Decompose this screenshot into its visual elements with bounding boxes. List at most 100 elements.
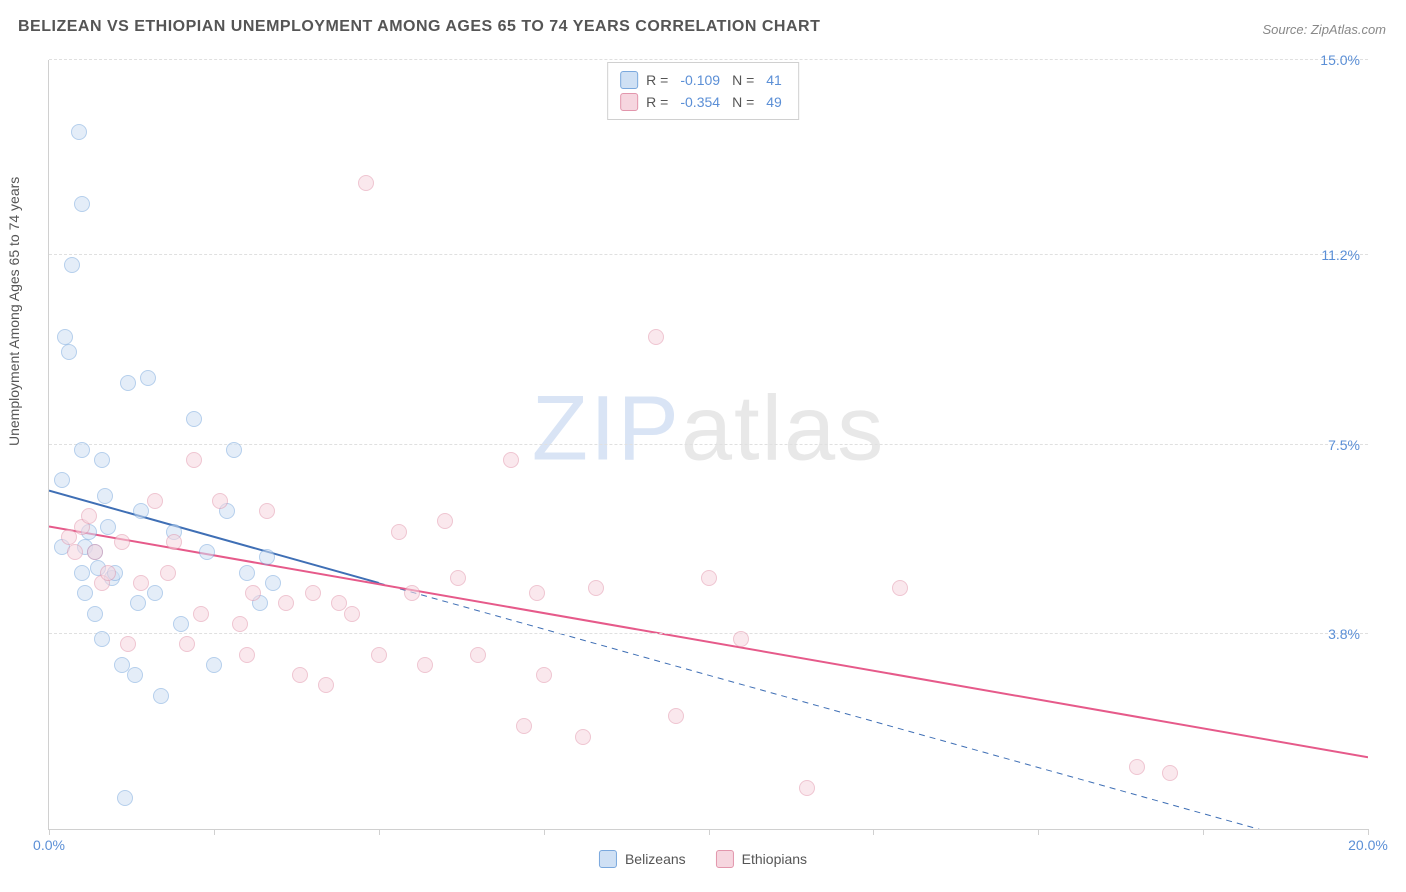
data-point: [94, 452, 110, 468]
data-point: [437, 513, 453, 529]
y-axis-label: Unemployment Among Ages 65 to 74 years: [6, 177, 22, 446]
x-tick-mark: [1203, 829, 1204, 835]
data-point: [588, 580, 604, 596]
data-point: [117, 790, 133, 806]
data-point: [239, 647, 255, 663]
data-point: [74, 196, 90, 212]
x-tick-mark: [709, 829, 710, 835]
data-point: [114, 534, 130, 550]
regression-line-dashed: [379, 583, 1368, 829]
data-point: [529, 585, 545, 601]
data-point: [199, 544, 215, 560]
data-point: [575, 729, 591, 745]
data-point: [61, 344, 77, 360]
x-tick-mark: [214, 829, 215, 835]
gridline: [49, 254, 1368, 255]
legend-label-belizeans: Belizeans: [625, 851, 686, 867]
data-point: [668, 708, 684, 724]
data-point: [57, 329, 73, 345]
data-point: [97, 488, 113, 504]
data-point: [278, 595, 294, 611]
data-point: [64, 257, 80, 273]
data-point: [87, 544, 103, 560]
swatch-belizeans: [620, 71, 638, 89]
swatch-ethiopians: [716, 850, 734, 868]
data-point: [305, 585, 321, 601]
swatch-ethiopians: [620, 93, 638, 111]
data-point: [160, 565, 176, 581]
data-point: [127, 667, 143, 683]
n-value-belizeans: 41: [762, 72, 786, 88]
data-point: [259, 549, 275, 565]
data-point: [206, 657, 222, 673]
r-value-belizeans: -0.109: [676, 72, 724, 88]
y-tick-label: 3.8%: [1328, 626, 1360, 642]
data-point: [232, 616, 248, 632]
data-point: [259, 503, 275, 519]
regression-lines: [49, 60, 1368, 829]
data-point: [173, 616, 189, 632]
data-point: [54, 472, 70, 488]
data-point: [186, 411, 202, 427]
data-point: [318, 677, 334, 693]
data-point: [450, 570, 466, 586]
data-point: [153, 688, 169, 704]
x-tick-mark: [1368, 829, 1369, 835]
data-point: [193, 606, 209, 622]
legend-item-ethiopians: Ethiopians: [716, 850, 807, 868]
gridline: [49, 444, 1368, 445]
data-point: [371, 647, 387, 663]
n-label: N =: [732, 94, 754, 110]
data-point: [358, 175, 374, 191]
r-label: R =: [646, 94, 668, 110]
data-point: [470, 647, 486, 663]
correlation-legend: R = -0.109 N = 41 R = -0.354 N = 49: [607, 62, 799, 120]
data-point: [186, 452, 202, 468]
data-point: [892, 580, 908, 596]
legend-row-ethiopians: R = -0.354 N = 49: [620, 91, 786, 113]
y-tick-label: 15.0%: [1320, 52, 1360, 68]
regression-line: [49, 527, 1368, 758]
data-point: [503, 452, 519, 468]
data-point: [245, 585, 261, 601]
data-point: [147, 585, 163, 601]
watermark-part1: ZIP: [532, 378, 681, 480]
legend-item-belizeans: Belizeans: [599, 850, 686, 868]
data-point: [140, 370, 156, 386]
gridline: [49, 633, 1368, 634]
data-point: [94, 631, 110, 647]
scatter-plot-area: ZIPatlas 3.8%7.5%11.2%15.0%0.0%20.0%: [48, 60, 1368, 830]
n-value-ethiopians: 49: [762, 94, 786, 110]
data-point: [1162, 765, 1178, 781]
r-label: R =: [646, 72, 668, 88]
legend-row-belizeans: R = -0.109 N = 41: [620, 69, 786, 91]
data-point: [71, 124, 87, 140]
data-point: [179, 636, 195, 652]
r-value-ethiopians: -0.354: [676, 94, 724, 110]
x-tick-label: 20.0%: [1348, 837, 1388, 853]
series-legend: Belizeans Ethiopians: [599, 850, 807, 868]
data-point: [799, 780, 815, 796]
data-point: [212, 493, 228, 509]
data-point: [77, 585, 93, 601]
data-point: [100, 565, 116, 581]
data-point: [733, 631, 749, 647]
data-point: [61, 529, 77, 545]
data-point: [133, 575, 149, 591]
x-tick-mark: [49, 829, 50, 835]
data-point: [516, 718, 532, 734]
data-point: [239, 565, 255, 581]
data-point: [100, 519, 116, 535]
data-point: [74, 565, 90, 581]
data-point: [701, 570, 717, 586]
data-point: [344, 606, 360, 622]
data-point: [292, 667, 308, 683]
data-point: [120, 375, 136, 391]
data-point: [404, 585, 420, 601]
data-point: [417, 657, 433, 673]
data-point: [130, 595, 146, 611]
gridline: [49, 59, 1368, 60]
data-point: [391, 524, 407, 540]
data-point: [81, 508, 97, 524]
data-point: [166, 534, 182, 550]
